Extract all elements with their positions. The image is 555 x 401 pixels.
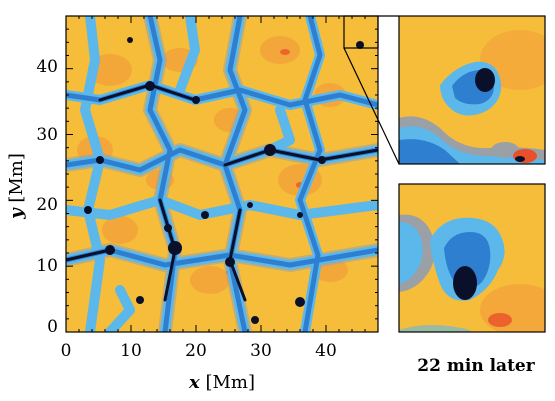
zoom-region-box <box>343 15 379 49</box>
zoom-connector-bottom <box>343 47 400 165</box>
y-tick-label: 30 <box>36 125 58 145</box>
x-axis-unit: [Mm] <box>200 372 255 393</box>
granulation-map <box>66 16 378 332</box>
tick-marks <box>65 15 379 333</box>
y-tick-label: 20 <box>36 195 58 215</box>
y-axis-title: y [Mm] <box>6 153 27 220</box>
inset-frame-bottom <box>398 183 546 333</box>
y-axis-unit: [Mm] <box>6 153 27 208</box>
x-tick-label: 20 <box>185 341 207 361</box>
x-tick-label: 30 <box>250 341 272 361</box>
x-axis-title: x [Mm] <box>188 372 255 393</box>
x-axis-var: x <box>188 372 200 393</box>
y-tick-label: 0 <box>47 317 58 337</box>
inset-zoom-now <box>399 16 545 164</box>
inset-frame-top <box>398 15 546 165</box>
y-tick-label: 40 <box>36 57 58 77</box>
x-tick-label: 40 <box>315 341 337 361</box>
inset-zoom-later <box>399 184 545 332</box>
y-tick-label: 10 <box>36 256 58 276</box>
x-tick-label: 0 <box>61 341 72 361</box>
x-tick-label: 10 <box>120 341 142 361</box>
y-axis-var: y <box>6 207 27 220</box>
inset-caption: 22 min later <box>417 356 535 376</box>
y-tick-labels: 0 10 20 30 40 <box>36 57 58 337</box>
x-tick-labels: 0 10 20 30 40 <box>61 341 337 361</box>
